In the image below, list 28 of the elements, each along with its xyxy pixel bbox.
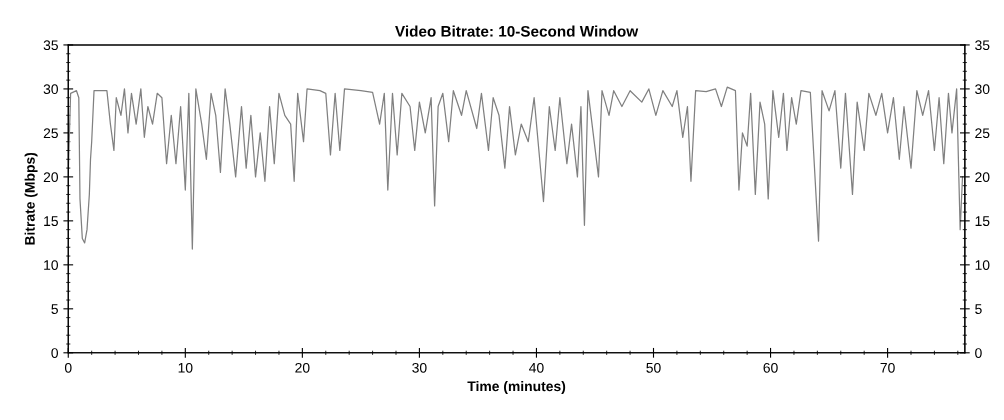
y-tick-label: 5 bbox=[51, 304, 58, 314]
y2-tick-label: 25 bbox=[975, 128, 990, 139]
y-tick-label: 15 bbox=[44, 216, 58, 227]
y2-tick-label: 30 bbox=[975, 84, 990, 95]
y2-tick-label: 0 bbox=[975, 348, 982, 358]
y-tick-label: 30 bbox=[43, 84, 59, 95]
chart-title: Video Bitrate: 10-Second Window bbox=[395, 25, 639, 37]
x-tick-label: 60 bbox=[763, 362, 778, 373]
x-tick-label: 30 bbox=[412, 362, 427, 373]
x-axis-title: Time (minutes) bbox=[467, 381, 566, 394]
x-tick-label: 0 bbox=[64, 362, 72, 373]
y-tick-label: 20 bbox=[43, 172, 59, 183]
y-tick-label: 25 bbox=[43, 128, 58, 139]
y2-tick-label: 5 bbox=[975, 304, 982, 314]
x-tick-label: 50 bbox=[646, 362, 661, 373]
y2-tick-label: 20 bbox=[975, 172, 990, 183]
y-tick-label: 35 bbox=[43, 40, 58, 51]
x-tick-label: 20 bbox=[295, 362, 310, 373]
x-tick-label: 10 bbox=[178, 362, 193, 373]
x-tick-label: 70 bbox=[880, 362, 895, 373]
y2-tick-label: 10 bbox=[975, 260, 990, 271]
x-tick-label: 40 bbox=[529, 362, 544, 373]
y2-tick-label: 15 bbox=[975, 216, 990, 227]
y-axis-title: Bitrate (Mbps) bbox=[24, 152, 38, 245]
y-tick-label: 10 bbox=[44, 260, 59, 271]
line-series bbox=[68, 86, 964, 250]
y-tick-label: 0 bbox=[51, 348, 59, 358]
y2-tick-label: 35 bbox=[975, 40, 990, 51]
